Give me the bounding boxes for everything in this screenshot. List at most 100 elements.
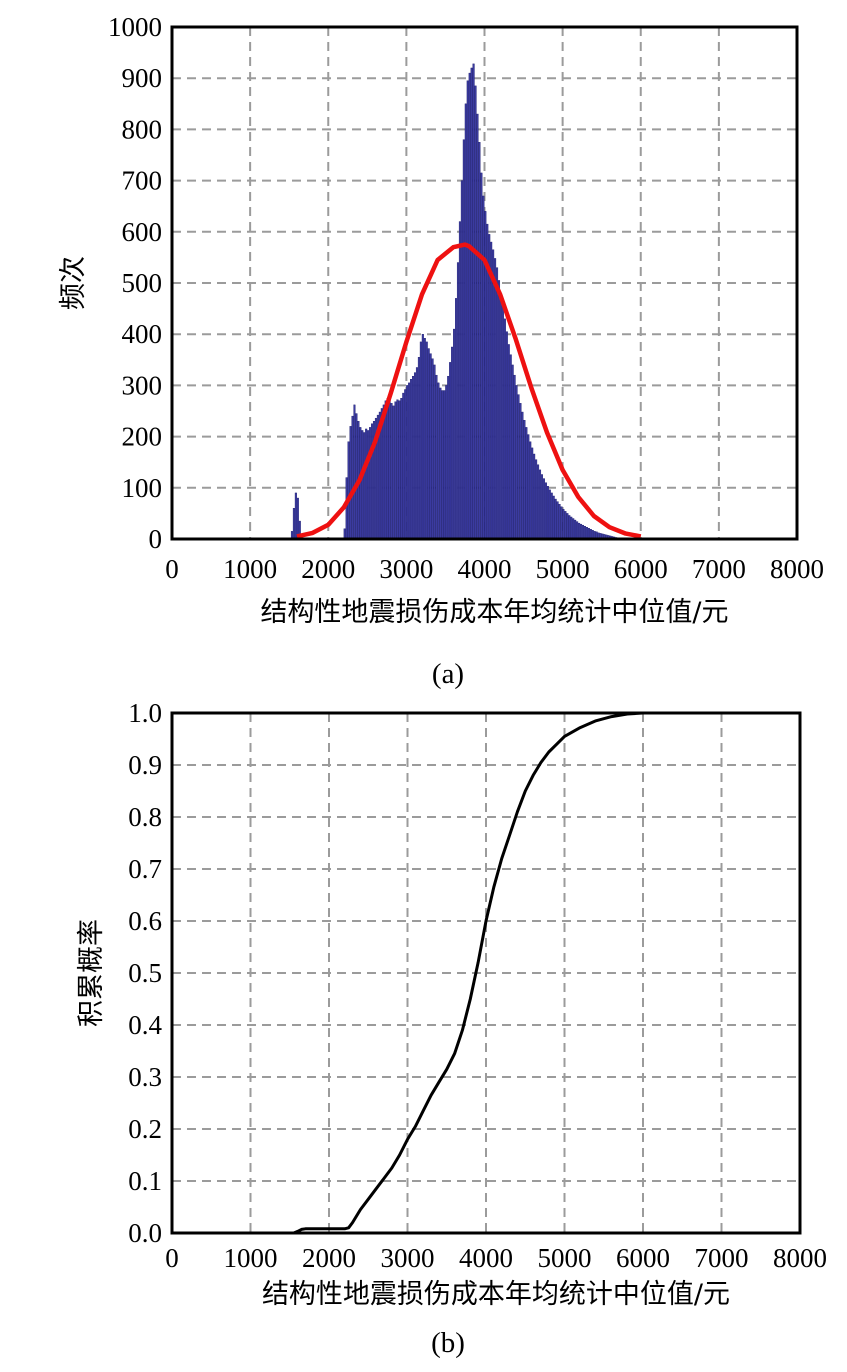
y-tick-label-b: 0.4: [128, 1010, 162, 1040]
ticks-b: 0 1000 2000 3000 4000 5000 6000 7000 8000 0.0 0.1 0…: [128, 698, 827, 1273]
histogram-bar: [550, 492, 553, 540]
histogram-bar: [496, 267, 499, 540]
histogram-bar: [431, 358, 434, 540]
histogram-bar: [480, 172, 483, 540]
histogram-bar: [466, 80, 469, 540]
histogram-bar: [566, 513, 569, 540]
x-tick-label-a: 2000: [301, 554, 355, 584]
histogram-bar: [425, 341, 428, 540]
histogram-bar: [505, 331, 508, 540]
histogram-bar: [406, 385, 409, 540]
histogram-bar: [423, 338, 426, 540]
y-tick-label-a: 100: [122, 473, 163, 503]
histogram-bar: [501, 305, 504, 540]
histogram-bar: [412, 375, 415, 540]
histogram-bar: [529, 441, 532, 540]
x-tick-label-a: 0: [165, 554, 179, 584]
x-tick-label-b: 5000: [538, 1243, 592, 1273]
histogram-bar: [583, 526, 586, 540]
histogram-bar: [525, 427, 528, 540]
histogram-bar: [294, 492, 297, 540]
histogram-bar: [365, 428, 368, 540]
histogram-bar: [562, 509, 565, 540]
y-tick-label-b: 0.0: [128, 1218, 162, 1248]
histogram-bar: [449, 362, 452, 540]
fit-curve: [296, 242, 642, 539]
histogram-bar: [453, 328, 456, 540]
histogram-bar: [413, 372, 417, 540]
histogram-bar: [371, 423, 374, 540]
histogram-bar: [447, 375, 450, 540]
y-tick-label-a: 400: [122, 319, 163, 349]
histogram-bar: [560, 506, 563, 540]
histogram-bar: [408, 382, 411, 540]
histogram-bar: [415, 367, 418, 540]
x-axis-label-a: 结构性地震损伤成本年均统计中位值/元: [260, 597, 728, 628]
histogram-bar: [531, 447, 534, 540]
histogram-bar: [369, 427, 372, 540]
plot-frame-b: [170, 711, 802, 1235]
histogram-bar: [503, 318, 506, 540]
histogram-bar: [460, 180, 463, 540]
y-tick-label-b: 0.6: [128, 906, 162, 936]
histogram-bar: [417, 357, 420, 540]
histogram-bar: [410, 379, 413, 540]
histogram-bars: [290, 63, 620, 540]
histogram-bar: [435, 374, 438, 540]
histogram-bar: [548, 489, 551, 540]
cdf-panel: 0 1000 2000 3000 4000 5000 6000 7000 8000 0.0 0.1 0…: [76, 698, 827, 1359]
x-tick-label-a: 7000: [692, 554, 746, 584]
histogram-bar: [402, 392, 405, 540]
histogram-bar: [404, 389, 407, 540]
histogram-bar: [390, 403, 393, 540]
histogram-bar: [361, 430, 364, 540]
histogram-bar: [564, 511, 567, 540]
x-tick-label-b: 7000: [695, 1243, 749, 1273]
y-tick-label-b: 0.5: [128, 958, 162, 988]
histogram-bar: [451, 346, 454, 540]
x-tick-label-b: 4000: [459, 1243, 513, 1273]
histogram-bar: [398, 400, 401, 540]
histogram-bar: [552, 495, 555, 540]
ticks-a: 0 1000 2000 3000 4000 5000 6000 7000 8000 0 100 200…: [108, 12, 824, 584]
x-tick-label-a: 3000: [379, 554, 433, 584]
histogram-bar: [513, 374, 516, 540]
histogram-bar: [439, 387, 442, 540]
histogram-bar: [542, 478, 545, 540]
x-tick-label-a: 1000: [223, 554, 277, 584]
histogram-bar: [347, 441, 350, 540]
y-tick-label-a: 300: [122, 370, 163, 400]
histogram-bar: [519, 403, 522, 540]
histogram-bar: [433, 364, 436, 540]
histogram-bar: [462, 139, 465, 540]
histogram-bar: [443, 390, 446, 540]
histogram-bar: [585, 527, 588, 540]
histogram-bar: [492, 249, 495, 540]
histogram-bar: [497, 280, 501, 540]
histogram-bar: [488, 234, 491, 540]
y-tick-label-b: 0.1: [128, 1166, 162, 1196]
histogram-bar: [580, 523, 583, 540]
histogram-bar: [419, 341, 422, 540]
x-tick-label-b: 8000: [773, 1243, 827, 1273]
histogram-bar: [394, 401, 397, 540]
histogram-bar: [574, 519, 577, 540]
histogram-panel: 0 1000 2000 3000 4000 5000 6000 7000 8000 0 100 200…: [58, 12, 824, 690]
histogram-bar: [546, 486, 549, 540]
y-axis-label-a: 频次: [58, 256, 89, 310]
x-tick-label-b: 0: [165, 1243, 179, 1273]
histogram-bar: [427, 348, 430, 540]
histogram-bar: [429, 353, 432, 540]
histogram-bar: [527, 434, 530, 540]
x-tick-label-b: 3000: [381, 1243, 435, 1273]
histogram-bar: [421, 334, 424, 540]
histogram-bar: [511, 364, 514, 540]
histogram-bar: [535, 459, 538, 540]
y-tick-label-b: 0.9: [128, 750, 162, 780]
histogram-bar: [292, 508, 295, 540]
histogram-bar: [353, 404, 356, 540]
histogram-bar: [537, 464, 540, 540]
histogram-bar: [570, 516, 573, 540]
histogram-bar: [578, 522, 581, 540]
